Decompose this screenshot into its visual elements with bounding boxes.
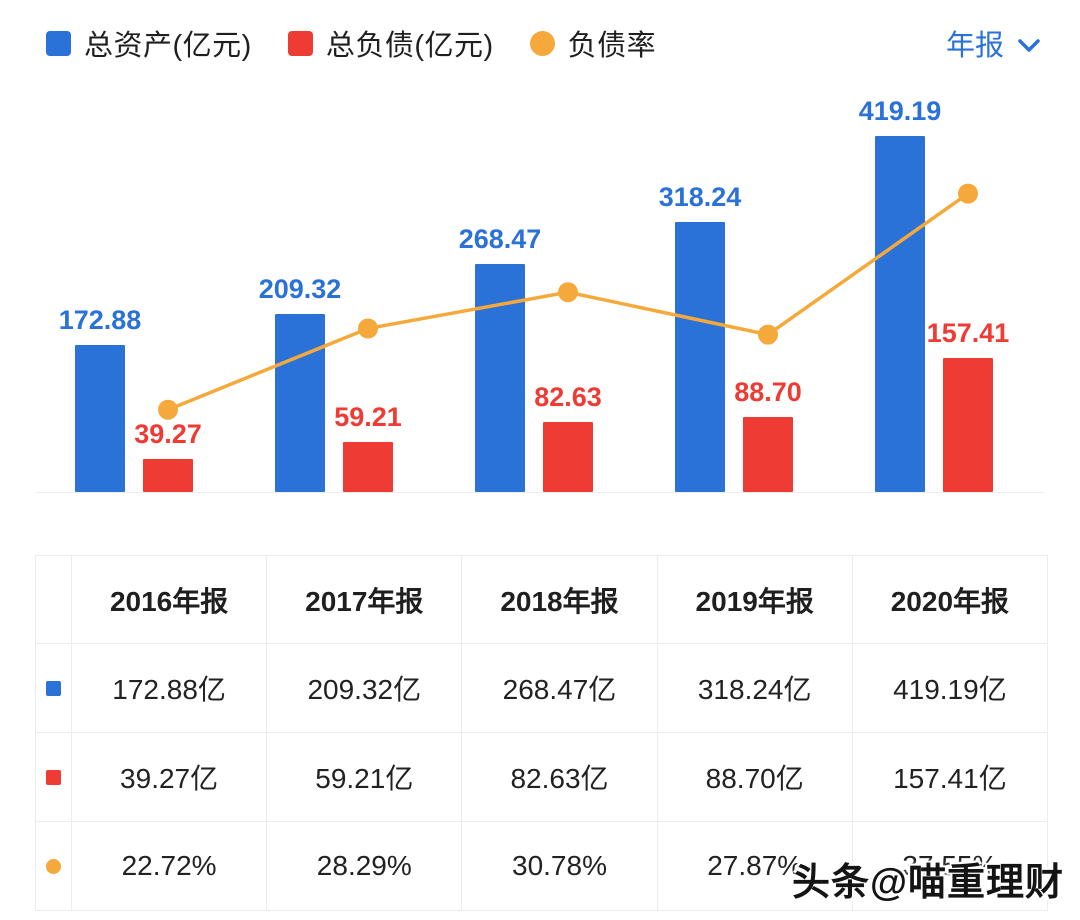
table-value-cell: 37.55% xyxy=(852,822,1048,911)
table-header-cell: 2020年报 xyxy=(852,556,1048,644)
table-value-cell: 39.27亿 xyxy=(72,733,268,822)
table-value-cell: 27.87% xyxy=(657,822,853,911)
table-corner-cell xyxy=(36,556,72,644)
debt-ratio-point[interactable] xyxy=(558,282,578,303)
table-value-cell: 82.63亿 xyxy=(462,733,658,822)
bar-value-label: 318.24 xyxy=(658,181,742,212)
total-assets-bar[interactable] xyxy=(275,314,325,492)
table-series-icon-cell xyxy=(36,644,72,733)
total-assets-bar[interactable] xyxy=(875,135,925,492)
yellow-circle-icon xyxy=(46,858,61,874)
finance-table: 2016年报 2017年报 2018年报 2019年报 2020年报 172.88亿 209… xyxy=(35,555,1048,911)
debt-ratio-point[interactable] xyxy=(358,318,378,339)
total-liabilities-bar[interactable] xyxy=(343,441,393,492)
table-value-cell: 22.72% xyxy=(72,822,268,911)
total-liabilities-bar[interactable] xyxy=(143,458,193,492)
table-value-cell: 30.78% xyxy=(462,822,658,911)
period-selector[interactable]: 年报 xyxy=(946,22,1042,64)
table-header-cell: 2017年报 xyxy=(267,556,463,644)
chevron-down-icon xyxy=(1016,37,1042,55)
bar-value-label: 88.70 xyxy=(734,376,802,407)
bar-value-label: 209.32 xyxy=(258,274,342,305)
total-assets-bar[interactable] xyxy=(75,345,125,492)
bar-value-label: 39.27 xyxy=(134,418,202,449)
table-value-cell: 209.32亿 xyxy=(267,644,463,733)
debt-ratio-swatch-icon xyxy=(529,30,555,56)
table-value-cell: 172.88亿 xyxy=(72,644,268,733)
table-series-icon-cell xyxy=(36,822,72,911)
total-liabilities-bar[interactable] xyxy=(543,421,593,492)
red-square-icon xyxy=(46,769,61,785)
table-value-cell: 59.21亿 xyxy=(267,733,463,822)
table-value-cell: 268.47亿 xyxy=(462,644,658,733)
total-liabilities-bar[interactable] xyxy=(943,358,993,492)
blue-square-icon xyxy=(46,680,61,696)
bar-value-label: 268.47 xyxy=(458,223,542,254)
table-value-cell: 88.70亿 xyxy=(657,733,853,822)
legend-item-total-liabilities[interactable]: 总负债(亿元) xyxy=(287,22,494,64)
debt-ratio-line xyxy=(158,183,978,420)
legend-item-total-assets[interactable]: 总资产(亿元) xyxy=(46,22,252,64)
debt-ratio-point[interactable] xyxy=(758,324,778,345)
chart-legend: 总资产(亿元) 总负债(亿元) 负债率 xyxy=(46,22,656,64)
bar-value-label: 172.88 xyxy=(58,305,142,336)
bar-value-label: 419.19 xyxy=(858,95,942,126)
table-value-cell: 157.41亿 xyxy=(852,733,1048,822)
legend-label: 总资产(亿元) xyxy=(84,30,252,62)
table-series-icon-cell xyxy=(36,733,72,822)
bar-line-chart: 172.88 209.32 268.47 318.24 419.19 39.27 59.21… xyxy=(35,85,1045,493)
table-value-cell: 419.19亿 xyxy=(852,644,1048,733)
table-header-cell: 2019年报 xyxy=(657,556,853,644)
table-header-cell: 2018年报 xyxy=(462,556,658,644)
total-liabilities-swatch-icon xyxy=(287,30,313,56)
bar-value-label: 82.63 xyxy=(534,381,602,412)
total-liabilities-bar[interactable] xyxy=(743,416,793,492)
total-assets-bar[interactable] xyxy=(675,221,725,492)
bar-value-label: 59.21 xyxy=(334,401,402,432)
table-value-cell: 318.24亿 xyxy=(657,644,853,733)
table-value-cell: 28.29% xyxy=(267,822,463,911)
period-selector-label: 年报 xyxy=(945,30,1004,62)
legend-item-debt-ratio[interactable]: 负债率 xyxy=(529,22,657,64)
table-header-cell: 2016年报 xyxy=(72,556,268,644)
debt-ratio-point[interactable] xyxy=(158,399,178,420)
bar-value-label: 157.41 xyxy=(926,318,1010,349)
legend-label: 总负债(亿元) xyxy=(325,30,494,62)
total-assets-swatch-icon xyxy=(46,30,71,56)
debt-ratio-point[interactable] xyxy=(958,183,978,204)
legend-label: 负债率 xyxy=(567,30,657,62)
